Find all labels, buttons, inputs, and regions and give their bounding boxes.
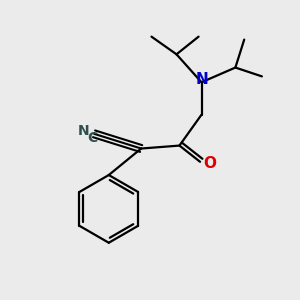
Text: C: C — [87, 131, 97, 145]
Text: N: N — [78, 124, 90, 138]
Text: N: N — [195, 72, 208, 87]
Text: O: O — [204, 156, 217, 171]
